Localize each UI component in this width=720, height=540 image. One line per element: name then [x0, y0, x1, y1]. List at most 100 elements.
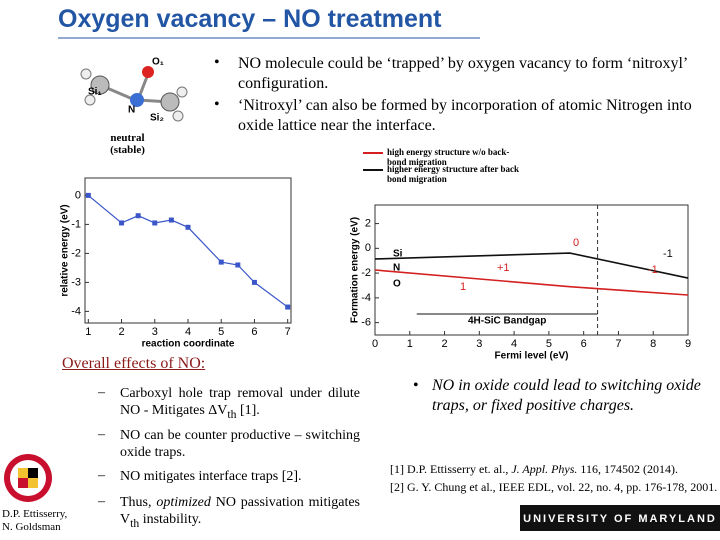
charge-label: -1 — [648, 264, 658, 276]
text-run: [2] G. Y. Chung et al., IEEE EDL, vol. 2… — [390, 480, 718, 494]
text-run: Carboxyl hole trap removal under dilute … — [120, 386, 360, 418]
charge-label: +1 — [497, 262, 510, 274]
molecule-caption: neutral (stable) — [110, 132, 145, 156]
y-axis-label: Formation energy (eV) — [350, 217, 361, 323]
x-tick-label: 3 — [152, 326, 158, 338]
series-line — [374, 269, 689, 296]
y-tick-label: 2 — [365, 217, 371, 229]
y-tick-label: -4 — [361, 292, 371, 304]
text-run: instability. — [139, 512, 202, 527]
series-line — [374, 252, 689, 279]
data-point — [251, 279, 257, 285]
atom-label: Si₂ — [150, 113, 164, 124]
footer-text: UNIVERSITY OF MARYLAND — [523, 513, 717, 525]
bullet-marker: • — [214, 96, 220, 113]
atom-label: Si — [393, 249, 403, 260]
text-run: th — [227, 407, 237, 421]
legend-label: high energy structure w/o back-bond migr… — [387, 147, 510, 167]
text-run: 116, 174502 (2014). — [577, 462, 678, 476]
x-tick-label: 8 — [650, 338, 656, 350]
data-point — [235, 262, 241, 268]
atom-label: O — [393, 279, 401, 290]
x-tick-label: 5 — [546, 338, 552, 350]
footer-bar — [520, 505, 720, 531]
y-tick-label: -4 — [71, 305, 81, 317]
effect-item: NO can be counter productive – switching… — [120, 427, 360, 461]
data-point — [185, 224, 191, 230]
text-run: Thus, — [120, 495, 157, 510]
y-axis-label: relative energy (eV) — [60, 204, 71, 296]
x-tick-label: 7 — [285, 326, 291, 338]
dash: – — [98, 468, 105, 483]
x-tick-label: 9 — [685, 338, 691, 350]
bullet-marker: • — [214, 54, 220, 71]
x-tick-label: 4 — [511, 338, 517, 350]
y-tick-label: 0 — [75, 189, 81, 201]
x-tick-label: 3 — [476, 338, 482, 350]
series-line — [87, 194, 289, 308]
atom-label: O₁ — [152, 57, 164, 68]
plot-frame — [84, 177, 292, 324]
molecule-drawing — [80, 66, 188, 122]
dash: – — [98, 494, 105, 509]
bullet-text: ‘Nitroxyl’ can also be formed by incorpo… — [238, 97, 692, 134]
title: Oxygen vacancy – NO treatment — [58, 5, 442, 33]
x-axis-label: Fermi level (eV) — [495, 351, 569, 362]
dash: – — [98, 385, 105, 400]
dash: – — [98, 427, 105, 442]
data-point — [285, 304, 291, 310]
text-run: NO mitigates interface traps [2]. — [120, 469, 302, 484]
x-tick-label: 1 — [85, 326, 91, 338]
bandgap-label: 4H-SiC Bandgap — [468, 316, 546, 327]
text-run: J. Appl. Phys. — [511, 462, 578, 476]
text-run: NO can be counter productive – switching… — [120, 428, 360, 460]
data-point — [168, 217, 174, 223]
y-tick-label: -2 — [361, 267, 371, 279]
data-point — [135, 213, 141, 219]
bullet-text: NO molecule could be ‘trapped’ by oxygen… — [238, 55, 688, 92]
effect-item: NO mitigates interface traps [2]. — [120, 468, 360, 485]
y-tick-label: -1 — [71, 218, 81, 230]
charge-label: 0 — [573, 237, 579, 249]
reference: [1] D.P. Ettisserry et. al., J. Appl. Ph… — [390, 462, 678, 477]
text-run: optimized — [156, 495, 211, 510]
atom-label: N — [128, 105, 135, 116]
side-bullet: NO in oxide could lead to switching oxid… — [432, 377, 701, 414]
text-run: [1]. — [236, 403, 260, 418]
atom-label: Si₁ — [88, 87, 102, 98]
text-run: [1] D.P. Ettisserry et. al., — [390, 462, 512, 476]
author: D.P. Ettisserry, N. Goldsman — [2, 508, 68, 533]
reference: [2] G. Y. Chung et al., IEEE EDL, vol. 2… — [390, 480, 717, 495]
charge-label: 1 — [460, 281, 466, 293]
x-axis-label: reaction coordinate — [142, 339, 235, 350]
x-tick-label: 2 — [441, 338, 447, 350]
data-point — [119, 220, 125, 226]
x-tick-label: 1 — [407, 338, 413, 350]
x-tick-label: 2 — [118, 326, 124, 338]
bullet-marker: • — [413, 377, 419, 394]
y-tick-label: -6 — [361, 317, 371, 329]
x-tick-label: 6 — [251, 326, 257, 338]
legend-label: higher energy structure after back bond … — [387, 164, 519, 184]
data-point — [218, 259, 224, 265]
x-tick-label: 5 — [218, 326, 224, 338]
y-tick-label: -2 — [71, 247, 81, 259]
logo — [4, 454, 52, 502]
x-tick-label: 6 — [581, 338, 587, 350]
text-run: NO passivation mitigates V — [120, 495, 360, 527]
x-tick-label: 0 — [372, 338, 378, 350]
x-tick-label: 4 — [185, 326, 191, 338]
text-run: th — [130, 516, 140, 530]
data-point — [85, 192, 91, 198]
y-tick-label: 0 — [365, 242, 371, 254]
x-tick-label: 7 — [615, 338, 621, 350]
atom-label: N — [393, 263, 400, 274]
effect-item: Thus, optimized NO passivation mitigates… — [120, 494, 360, 532]
effects-heading: Overall effects of NO: — [62, 355, 206, 372]
effect-item: Carboxyl hole trap removal under dilute … — [120, 385, 360, 423]
data-point — [152, 220, 158, 226]
y-tick-label: -3 — [71, 276, 81, 288]
charge-label: -1 — [663, 248, 673, 260]
